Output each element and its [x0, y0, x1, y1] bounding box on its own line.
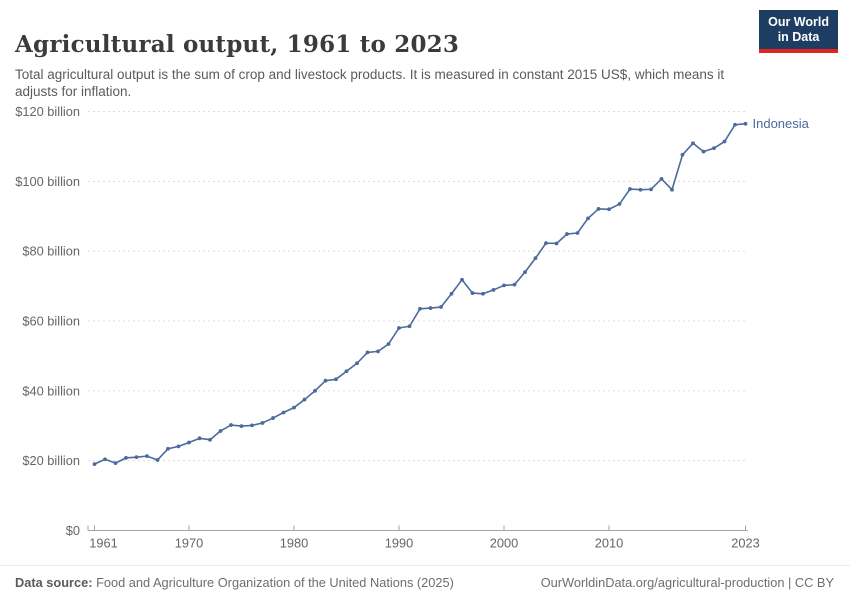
data-point[interactable] — [208, 437, 212, 442]
data-point[interactable] — [733, 122, 737, 127]
data-point[interactable] — [302, 397, 307, 402]
data-point[interactable] — [544, 241, 548, 246]
data-point[interactable] — [313, 388, 317, 393]
series-line[interactable] — [94, 122, 746, 465]
data-point[interactable] — [659, 176, 664, 181]
x-tick-label: 2023 — [731, 536, 759, 551]
data-point[interactable] — [617, 202, 622, 206]
rights-note[interactable]: OurWorldinData.org/agricultural-producti… — [540, 575, 834, 590]
owid-logo-line1: Our World — [768, 15, 829, 29]
owid-logo-line2: in Data — [777, 30, 820, 44]
y-tick-label: $0 — [66, 523, 80, 538]
chart-footer: Data source: Food and Agriculture Organi… — [0, 565, 850, 590]
data-point[interactable] — [376, 349, 380, 354]
data-point[interactable] — [334, 377, 338, 382]
data-point[interactable] — [187, 440, 191, 445]
page-title: Agricultural output, 1961 to 2023 — [15, 31, 460, 59]
data-point[interactable] — [701, 149, 706, 154]
data-point[interactable] — [407, 324, 412, 329]
data-point[interactable] — [250, 423, 254, 428]
data-point[interactable] — [554, 241, 559, 246]
data-point[interactable] — [439, 305, 443, 309]
data-point[interactable] — [113, 461, 118, 466]
data-point[interactable] — [428, 306, 433, 310]
data-point[interactable] — [355, 361, 359, 366]
data-point[interactable] — [386, 342, 391, 346]
x-tick-label: 1961 — [89, 536, 117, 551]
y-tick-label: $80 billion — [22, 244, 80, 259]
y-tick-label: $60 billion — [22, 314, 80, 329]
data-point[interactable] — [607, 207, 611, 212]
data-point[interactable] — [397, 326, 401, 330]
x-tick-label: 1970 — [175, 536, 203, 551]
data-point[interactable] — [638, 187, 643, 192]
data-point[interactable] — [92, 462, 97, 467]
data-point[interactable] — [281, 410, 286, 415]
owid-logo[interactable]: Our World in Data — [759, 10, 838, 53]
data-point[interactable] — [460, 277, 464, 282]
y-tick-label: $120 billion — [15, 104, 80, 119]
chart-subtitle: Total agricultural output is the sum of … — [15, 66, 725, 99]
y-tick-label: $40 billion — [22, 383, 80, 398]
data-point[interactable] — [418, 306, 422, 311]
data-point[interactable] — [218, 429, 223, 433]
data-point[interactable] — [124, 455, 128, 460]
data-point[interactable] — [596, 207, 601, 211]
data-point[interactable] — [134, 455, 139, 460]
data-point[interactable] — [239, 424, 244, 428]
data-point[interactable] — [155, 458, 160, 462]
data-point[interactable] — [292, 405, 296, 410]
data-point[interactable] — [365, 350, 370, 355]
data-point[interactable] — [722, 139, 727, 144]
data-point[interactable] — [449, 291, 454, 296]
data-point[interactable] — [670, 187, 674, 192]
data-point[interactable] — [502, 283, 506, 288]
data-point[interactable] — [628, 187, 632, 191]
data-point[interactable] — [691, 141, 695, 146]
data-point[interactable] — [323, 378, 328, 383]
data-point[interactable] — [680, 152, 685, 157]
x-tick-label: 1990 — [385, 536, 413, 551]
data-point[interactable] — [470, 291, 475, 295]
line-chart[interactable]: $0 $20 billion $40 billion $60 billion $80 b… — [0, 90, 850, 560]
data-point[interactable] — [712, 146, 716, 151]
data-point[interactable] — [565, 232, 569, 236]
x-tick-label: 2010 — [595, 536, 623, 551]
data-point[interactable] — [197, 436, 202, 441]
data-point[interactable] — [743, 121, 748, 126]
y-tick-label: $20 billion — [22, 453, 80, 468]
data-point[interactable] — [649, 187, 653, 192]
data-point[interactable] — [103, 457, 107, 462]
data-point[interactable] — [271, 416, 275, 420]
series-label[interactable]: Indonesia — [753, 116, 810, 131]
data-source-prefix: Data source: — [15, 575, 93, 590]
data-point[interactable] — [586, 216, 590, 221]
data-source: Data source: Food and Agriculture Organi… — [15, 575, 454, 590]
data-point[interactable] — [491, 288, 496, 292]
y-tick-label: $100 billion — [15, 174, 80, 189]
data-point[interactable] — [166, 446, 170, 451]
data-point[interactable] — [481, 291, 485, 296]
data-point[interactable] — [512, 282, 517, 287]
data-point[interactable] — [523, 270, 527, 275]
data-point[interactable] — [145, 454, 149, 459]
x-tick-label: 2000 — [490, 536, 518, 551]
data-point[interactable] — [176, 444, 181, 449]
data-point[interactable] — [229, 423, 233, 427]
data-source-text: Food and Agriculture Organization of the… — [92, 575, 454, 590]
x-tick-label: 1980 — [280, 536, 308, 551]
data-point[interactable] — [260, 421, 265, 425]
data-point[interactable] — [575, 231, 580, 235]
data-point[interactable] — [533, 256, 538, 261]
data-point[interactable] — [344, 369, 349, 374]
